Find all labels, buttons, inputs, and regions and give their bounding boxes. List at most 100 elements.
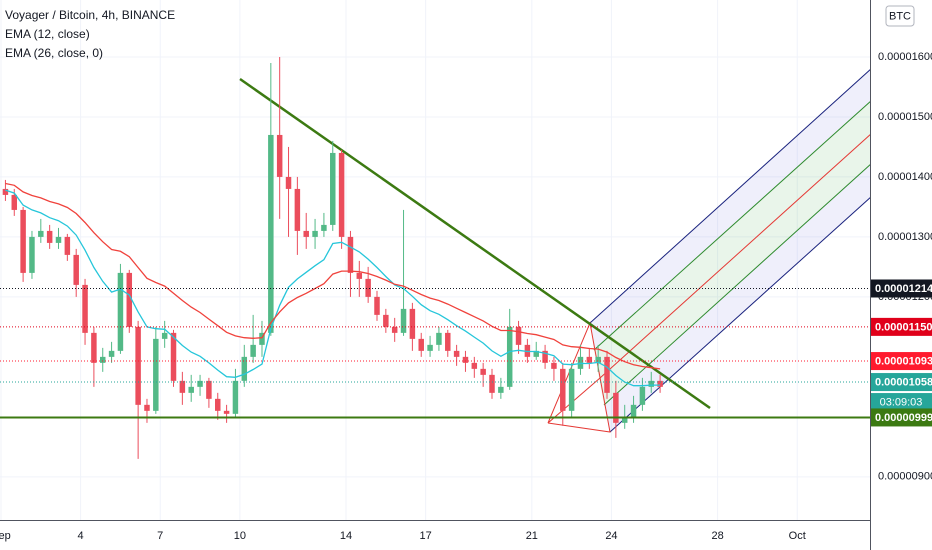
fork-median [599, 134, 870, 379]
x-tick-label: 21 [526, 530, 538, 542]
candle-body [630, 404, 637, 417]
candle-body [144, 404, 150, 411]
candle-body [46, 230, 53, 243]
legend-entry: EMA (26, close, 0) [5, 46, 103, 60]
y-tick-label: 0.00000900 [878, 471, 932, 483]
candle-body [223, 410, 230, 414]
candle-body [639, 386, 646, 405]
y-tick-label: 0.00001500 [878, 111, 932, 123]
x-tick-label: 14 [340, 530, 352, 542]
price-axis [870, 0, 932, 550]
trend-line [239, 77, 711, 410]
candle-body [303, 230, 309, 237]
price-label-box [871, 317, 932, 336]
candle-body [480, 368, 486, 375]
candle-body [427, 344, 433, 351]
candle-body [250, 344, 256, 357]
candle-body [338, 152, 345, 237]
price-label: 0.00000999 [875, 412, 932, 424]
x-tick-label: Oct [789, 530, 806, 542]
countdown-box [871, 393, 932, 412]
candle-body [99, 356, 106, 363]
candle-body [321, 224, 327, 231]
candle-body [391, 326, 398, 333]
grid [0, 0, 870, 520]
x-tick-label: 17 [420, 530, 432, 542]
candle-body [276, 134, 283, 177]
candle-body [268, 134, 274, 333]
candle-body [82, 284, 88, 333]
series [0, 56, 870, 459]
candle-body [108, 350, 115, 357]
fork-fill [590, 69, 870, 350]
x-tick-label: 28 [711, 530, 723, 542]
candle-body [374, 296, 380, 315]
candle-body [294, 188, 301, 231]
candle-body [453, 350, 460, 357]
candle-body [153, 338, 159, 411]
fork-line [609, 197, 870, 433]
candle-body [506, 326, 513, 387]
fork-fill [604, 164, 870, 432]
candle-body [117, 272, 124, 351]
candle-body [621, 416, 628, 423]
candle-body [241, 356, 248, 381]
candle-body [188, 386, 194, 393]
candle-body [356, 272, 363, 279]
x-tick-label: 4 [78, 530, 84, 542]
candle-body [330, 152, 336, 225]
candle-body [657, 380, 663, 387]
currency-button[interactable] [885, 5, 915, 27]
candle-body [135, 326, 141, 405]
x-tick-label: 24 [605, 530, 617, 542]
price-label: 0.00001093 [875, 355, 932, 367]
currency[interactable]: BTC [889, 10, 911, 22]
candle-body [232, 380, 239, 414]
fork-fill [594, 101, 870, 405]
candle-body [533, 350, 539, 357]
candle-body [445, 332, 451, 351]
candle-body [197, 380, 203, 387]
candle-body [462, 356, 469, 363]
candle-body [20, 209, 26, 273]
candle-body [215, 398, 221, 411]
axis-labels: Sep 4 7 10 14 17 21 24 28 Oct 0.00001600 0.00001500… [0, 51, 932, 542]
candle-body [55, 236, 62, 243]
candle-body [161, 332, 168, 339]
candle-body [285, 176, 292, 189]
x-tick-label: Sep [0, 530, 11, 542]
price-label-box [871, 352, 932, 371]
candle-body [170, 332, 177, 381]
price-label: 0.00001150 [875, 321, 932, 333]
candle-body [2, 188, 9, 195]
candle-body [648, 380, 654, 387]
ema-line [5, 189, 661, 387]
drawings [239, 69, 870, 433]
candle-body [64, 236, 71, 255]
candle-body [11, 194, 18, 210]
price-label-box [871, 408, 932, 427]
candle-body [551, 362, 557, 369]
candle-body [568, 368, 575, 411]
legend-entry: EMA (12, close) [5, 27, 90, 41]
candle-body [365, 278, 371, 297]
price-label-box [871, 279, 932, 298]
price-label: 0.00001214 [875, 283, 932, 295]
candle-body [126, 272, 133, 327]
candle-body [259, 332, 265, 345]
y-tick-label: 0.00001400 [878, 171, 932, 183]
candle-body [38, 230, 44, 237]
candle-body [560, 368, 566, 411]
y-tick-label: 0.00001600 [878, 51, 932, 63]
candle-body [515, 326, 522, 345]
candle-body [91, 332, 97, 363]
countdown: 03:09:03 [880, 396, 923, 408]
candle-body [436, 332, 442, 345]
ema-line [5, 182, 661, 370]
y-tick-label: 0.00001300 [878, 231, 932, 243]
candle-body [498, 386, 504, 393]
candle-body [73, 254, 79, 285]
candle-body [604, 356, 610, 393]
candle-body [586, 356, 593, 363]
